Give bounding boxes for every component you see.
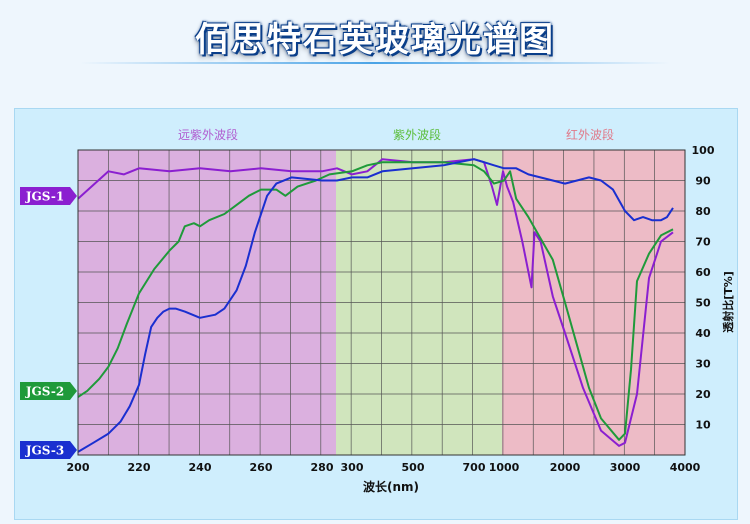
series-tag-label: JGS-2 xyxy=(25,385,64,399)
series-line-jgs-3 xyxy=(77,158,674,453)
y-tick-label: 30 xyxy=(695,358,711,371)
x-tick-label: 280 xyxy=(311,461,334,474)
x-tick-label: 200 xyxy=(67,461,90,474)
series-tag-arrow xyxy=(70,382,77,400)
x-tick-label: 300 xyxy=(341,461,364,474)
x-tick-label: 700 xyxy=(463,461,486,474)
y-tick-label: 40 xyxy=(695,327,711,340)
x-tick-label: 220 xyxy=(128,461,151,474)
plot-frame xyxy=(77,149,686,456)
x-tick-label: 260 xyxy=(250,461,273,474)
series-lines xyxy=(77,158,674,453)
x-tick-label: 500 xyxy=(402,461,425,474)
x-tick-label: 1000 xyxy=(489,461,520,474)
y-tick-label: 50 xyxy=(695,297,711,310)
y-tick-label: 80 xyxy=(695,205,711,218)
y-axis-label: 透射比[T%] xyxy=(721,271,735,333)
series-tag-box xyxy=(20,441,70,459)
y-tick-label: 10 xyxy=(695,419,711,432)
series-tag-label: JGS-3 xyxy=(25,444,64,458)
region-label: 红外波段 xyxy=(566,127,614,142)
region-label: 紫外波段 xyxy=(393,127,441,142)
series-tags: JGS-1 JGS-2 JGS-3 xyxy=(20,187,77,459)
series-tag-box xyxy=(20,382,70,400)
y-tick-label: 70 xyxy=(695,236,711,249)
series-tag-arrow xyxy=(70,187,77,205)
x-tick-label: 2000 xyxy=(550,461,581,474)
x-tick-labels: 200 220 240 260 280 300 500 700 1000 2000 3000 4000 xyxy=(67,461,701,474)
series-line-jgs-1 xyxy=(77,158,674,447)
series-tag-label: JGS-1 xyxy=(25,190,64,204)
x-axis-label: 波长(nm) xyxy=(363,479,419,494)
y-tick-label: 100 xyxy=(692,144,715,157)
title-underline xyxy=(80,62,670,64)
grid xyxy=(78,150,685,455)
series-tag-box xyxy=(20,187,70,205)
x-tick-label: 4000 xyxy=(670,461,701,474)
x-tick-label: 240 xyxy=(189,461,212,474)
region-labels: 远紫外波段 紫外波段 红外波段 xyxy=(178,127,614,142)
y-tick-label: 20 xyxy=(695,388,711,401)
y-tick-label: 90 xyxy=(695,175,711,188)
y-tick-labels: 10 20 30 40 50 60 70 80 90 100 xyxy=(692,144,715,432)
region-label: 远紫外波段 xyxy=(178,127,238,142)
y-tick-label: 60 xyxy=(695,266,711,279)
x-tick-label: 3000 xyxy=(610,461,641,474)
series-line-jgs-2 xyxy=(77,161,674,441)
series-tag-arrow xyxy=(70,441,77,459)
page-title: 佰思特石英玻璃光谱图 xyxy=(195,20,555,60)
